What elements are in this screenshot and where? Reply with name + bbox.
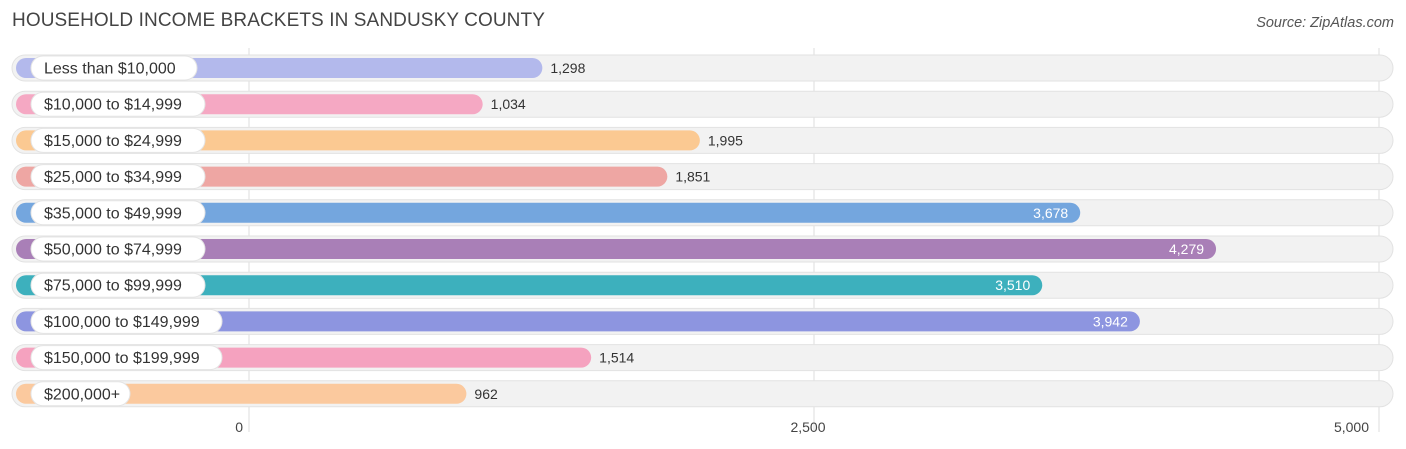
- value-label: 3,510: [995, 277, 1030, 293]
- value-label: 1,995: [708, 132, 743, 148]
- value-label: 962: [474, 386, 498, 402]
- bar: [16, 239, 1217, 259]
- category-label: $50,000 to $74,999: [44, 242, 182, 259]
- category-pill: [30, 164, 206, 190]
- value-label: 1,851: [675, 169, 710, 185]
- x-tick-label: 0: [235, 419, 243, 435]
- category-label: $75,000 to $99,999: [44, 278, 182, 295]
- value-label: 1,034: [491, 96, 526, 112]
- x-tick-label: 2,500: [790, 419, 825, 435]
- bar: [16, 311, 1140, 332]
- category-pill: [30, 200, 206, 226]
- category-pill: [30, 272, 206, 298]
- category-label: Less than $10,000: [44, 61, 176, 78]
- category-label: $25,000 to $34,999: [44, 169, 182, 186]
- category-pill: [30, 308, 223, 334]
- value-label: 3,678: [1033, 205, 1068, 221]
- value-label: 3,942: [1093, 313, 1128, 329]
- category-pill: [30, 55, 198, 81]
- category-label: $150,000 to $199,999: [44, 350, 200, 367]
- category-pill: [30, 381, 131, 407]
- value-label: 4,279: [1169, 241, 1204, 257]
- value-label: 1,514: [599, 350, 634, 366]
- bar: [16, 202, 1081, 223]
- bar: [16, 275, 1043, 296]
- value-label: 1,298: [550, 60, 585, 76]
- source-label: Source: ZipAtlas.com: [1256, 15, 1394, 31]
- category-pill: [30, 345, 223, 371]
- category-pill: [30, 236, 206, 262]
- chart-title: HOUSEHOLD INCOME BRACKETS IN SANDUSKY CO…: [12, 10, 545, 31]
- category-label: $100,000 to $149,999: [44, 314, 200, 331]
- x-tick-label: 5,000: [1334, 419, 1369, 435]
- category-label: $35,000 to $49,999: [44, 205, 182, 222]
- category-label: $200,000+: [44, 386, 120, 403]
- category-pill: [30, 127, 206, 153]
- category-pill: [30, 91, 206, 117]
- category-label: $15,000 to $24,999: [44, 133, 182, 150]
- category-label: $10,000 to $14,999: [44, 97, 182, 114]
